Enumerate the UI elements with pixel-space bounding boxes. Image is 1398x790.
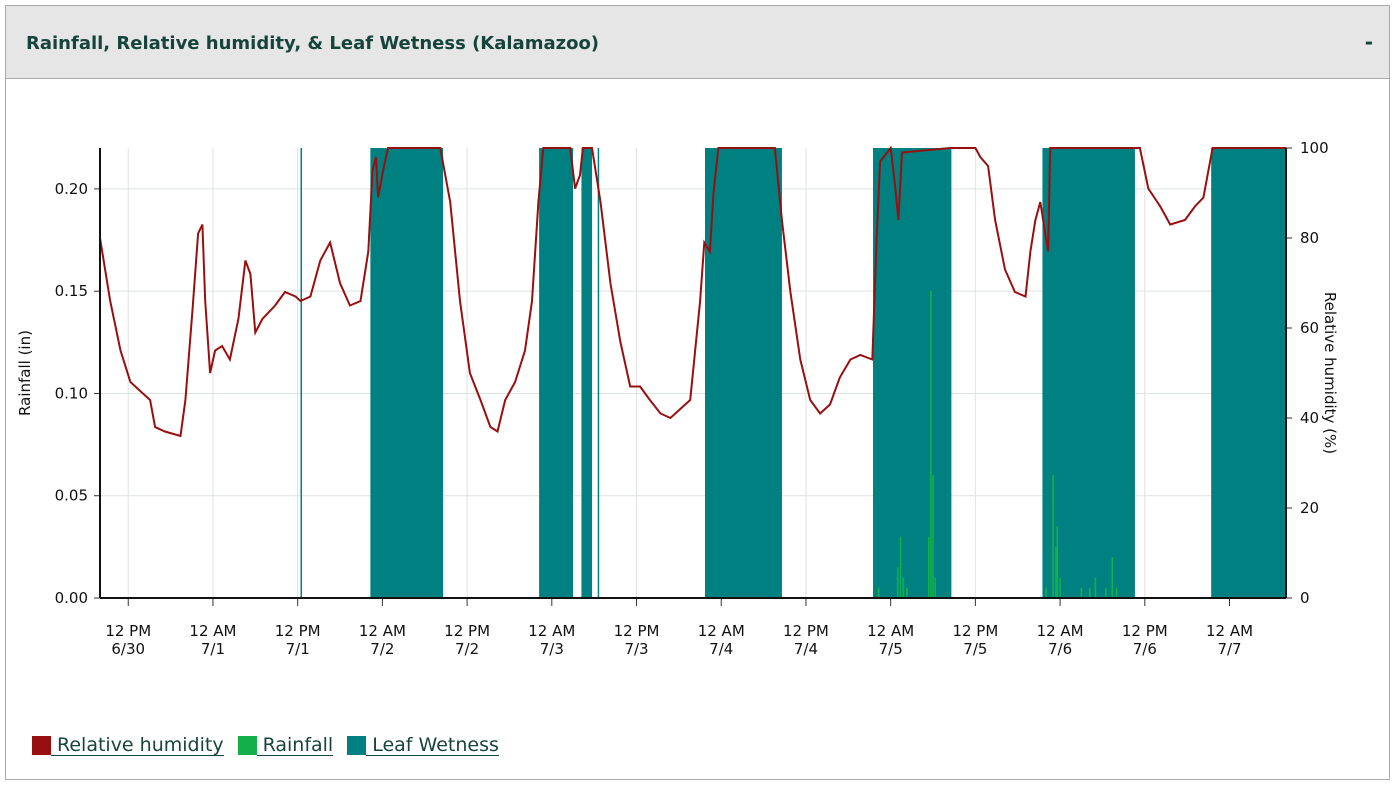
x-tick-label: 12 PM (1122, 622, 1168, 640)
legend-swatch (32, 736, 51, 755)
x-tick-label-date: 7/4 (794, 640, 818, 658)
rainfall-bar (932, 475, 934, 598)
x-tick-label-date: 7/4 (709, 640, 733, 658)
x-tick-label-date: 7/2 (370, 640, 394, 658)
legend-label[interactable]: Leaf Wetness (366, 735, 499, 756)
collapse-button[interactable]: - (1364, 30, 1373, 54)
x-tick-label: 12 AM (359, 622, 406, 640)
y-right-tick-label: 20 (1300, 499, 1319, 517)
relative-humidity-line (99, 145, 1286, 438)
x-tick-label-date: 7/5 (879, 640, 903, 658)
x-tick-label-date: 7/1 (201, 640, 225, 658)
leaf-wetness-band (873, 148, 952, 598)
panel-header: Rainfall, Relative humidity, & Leaf Wetn… (6, 6, 1389, 79)
x-tick-label: 12 PM (105, 622, 151, 640)
rainfall-bar (1094, 577, 1097, 598)
x-tick-label: 12 AM (1206, 622, 1253, 640)
x-tick-label-date: 7/2 (455, 640, 479, 658)
x-tick-label-date: 7/1 (286, 640, 310, 658)
y-right-tick-label: 80 (1300, 229, 1319, 247)
rainfall-bar (930, 291, 932, 598)
rainfall-bar (1052, 475, 1054, 598)
x-tick-label: 12 AM (698, 622, 745, 640)
x-tick-label: 12 AM (867, 622, 914, 640)
legend-label[interactable]: Relative humidity (51, 735, 224, 756)
leaf-wetness-band (597, 148, 600, 598)
legend-item-relative-humidity[interactable]: Relative humidity (32, 735, 224, 756)
rainfall-bar (877, 587, 880, 598)
y-left-tick-label: 0.15 (55, 282, 88, 300)
panel-title: Rainfall, Relative humidity, & Leaf Wetn… (26, 33, 600, 54)
x-tick-label: 12 AM (528, 622, 575, 640)
rainfall-bar (1059, 577, 1061, 598)
y-left-tick-label: 0.10 (55, 384, 88, 402)
x-tick-label: 12 PM (952, 622, 998, 640)
rainfall-bar (934, 577, 936, 598)
x-tick-label: 12 PM (444, 622, 490, 640)
y-left-tick-label: 0.00 (55, 589, 88, 607)
chart-panel: Rainfall, Relative humidity, & Leaf Wetn… (5, 5, 1390, 780)
x-tick-label-date: 6/30 (111, 640, 145, 658)
x-tick-label-date: 7/3 (540, 640, 564, 658)
legend-swatch (347, 736, 367, 755)
legend-label[interactable]: Rainfall (256, 735, 334, 756)
x-tick-label-date: 7/5 (963, 640, 987, 658)
leaf-wetness-band (539, 148, 573, 598)
rainfall-bar (902, 577, 905, 598)
x-tick-label-date: 7/7 (1217, 640, 1241, 658)
x-tick-label: 12 AM (1037, 622, 1084, 640)
rainfall-bar (899, 536, 902, 598)
rainfall-bar (1056, 526, 1059, 598)
leaf-wetness-band (1042, 148, 1135, 598)
leaf-wetness-series (300, 148, 1286, 598)
y-left-label: Rainfall (in) (16, 330, 34, 416)
legend-item-rainfall[interactable]: Rainfall (237, 735, 334, 756)
leaf-wetness-band (1211, 148, 1286, 598)
legend-item-leaf-wetness[interactable]: Leaf Wetness (347, 735, 499, 756)
y-right-tick-label: 60 (1300, 319, 1319, 337)
rainfall-bar (906, 587, 908, 598)
legend-swatch (237, 736, 257, 755)
x-tick-label-date: 7/6 (1133, 640, 1157, 658)
x-tick-label: 12 PM (783, 622, 829, 640)
y-left-tick-label: 0.20 (55, 180, 88, 198)
rainfall-bar (1045, 587, 1047, 598)
rainfall-bar (1111, 557, 1114, 598)
legend: Relative humidity Rainfall Leaf Wetness (32, 735, 499, 756)
x-tick-label: 12 AM (189, 622, 236, 640)
rainfall-bar (1115, 587, 1118, 598)
rainfall-bar (1105, 587, 1107, 598)
rainfall-bar (1088, 587, 1091, 598)
leaf-wetness-band (300, 148, 302, 598)
leaf-wetness-band (705, 148, 782, 598)
x-tick-label-date: 7/3 (624, 640, 648, 658)
y-right-tick-label: 0 (1300, 589, 1310, 607)
rainfall-bar (1055, 546, 1057, 598)
y-right-tick-label: 100 (1300, 139, 1329, 157)
rainfall-bar (1080, 587, 1083, 598)
x-tick-label: 12 PM (614, 622, 660, 640)
x-tick-label: 12 PM (275, 622, 321, 640)
rainfall-series (877, 291, 1118, 598)
rainfall-bar (896, 567, 899, 598)
y-right-tick-label: 40 (1300, 409, 1319, 427)
y-right-label: Relative humidity (%) (1321, 292, 1339, 454)
rainfall-bar (927, 536, 930, 598)
y-left-tick-label: 0.05 (55, 487, 88, 505)
x-tick-label-date: 7/6 (1048, 640, 1072, 658)
leaf-wetness-band (581, 148, 593, 598)
leaf-wetness-band (370, 148, 444, 598)
